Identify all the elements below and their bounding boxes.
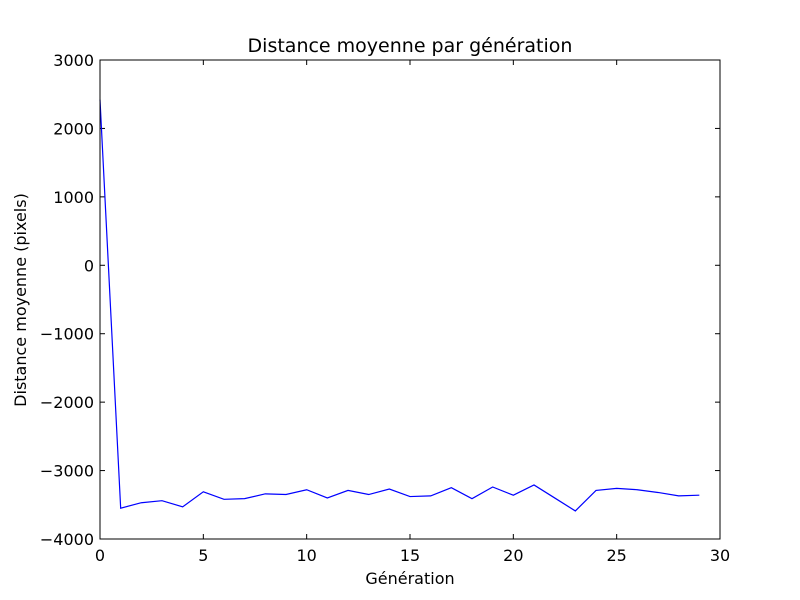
x-tick-label: 15: [400, 546, 420, 565]
y-tick-label: 3000: [53, 51, 94, 70]
x-axis-ticks: 0 5 10 15 20 25 30: [95, 60, 730, 565]
y-tick-label: 2000: [53, 119, 94, 138]
x-tick-label: 20: [503, 546, 523, 565]
x-tick-label: 10: [296, 546, 316, 565]
y-tick-label: −1000: [40, 325, 94, 344]
x-tick-label: 0: [95, 546, 105, 565]
x-tick-label: 25: [606, 546, 626, 565]
x-tick-label: 5: [198, 546, 208, 565]
x-tick-label: 30: [710, 546, 730, 565]
y-axis-label: Distance moyenne (pixels): [11, 193, 30, 407]
y-tick-label: −3000: [40, 462, 94, 481]
x-axis-label: Génération: [365, 569, 454, 588]
plot-frame: [99, 59, 721, 540]
y-tick-label: −2000: [40, 393, 94, 412]
y-axis-ticks: −4000 −3000 −2000 −1000 0 1000 2000 3000: [40, 51, 720, 549]
y-tick-label: 1000: [53, 188, 94, 207]
series-line: [99, 99, 700, 512]
y-tick-label: 0: [84, 256, 94, 275]
y-tick-label: −4000: [40, 530, 94, 549]
chart-title: Distance moyenne par génération: [248, 35, 573, 57]
